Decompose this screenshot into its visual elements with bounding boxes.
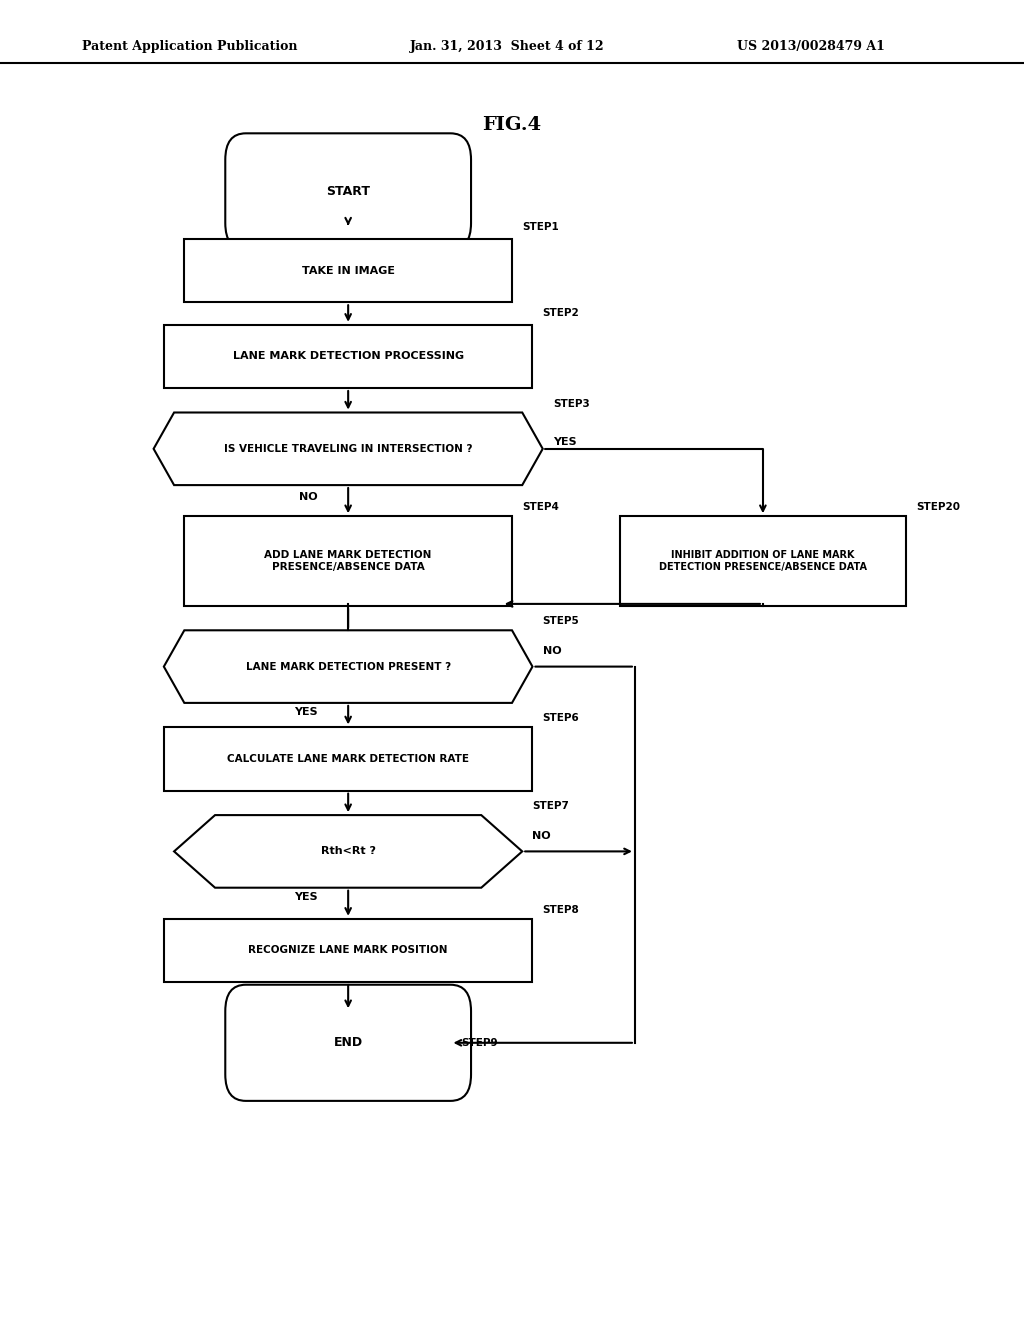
Text: LANE MARK DETECTION PRESENT ?: LANE MARK DETECTION PRESENT ?: [246, 661, 451, 672]
Polygon shape: [154, 412, 543, 484]
Text: STEP1: STEP1: [522, 222, 559, 232]
FancyBboxPatch shape: [184, 239, 512, 302]
Text: NO: NO: [543, 645, 561, 656]
Text: END: END: [334, 1036, 362, 1049]
Text: STEP8: STEP8: [543, 904, 580, 915]
Text: LANE MARK DETECTION PROCESSING: LANE MARK DETECTION PROCESSING: [232, 351, 464, 362]
Text: Patent Application Publication: Patent Application Publication: [82, 40, 297, 53]
Text: NO: NO: [299, 491, 317, 502]
Polygon shape: [174, 814, 522, 888]
Polygon shape: [164, 631, 532, 704]
Text: START: START: [327, 185, 370, 198]
Text: CALCULATE LANE MARK DETECTION RATE: CALCULATE LANE MARK DETECTION RATE: [227, 754, 469, 764]
Text: YES: YES: [294, 892, 317, 902]
FancyBboxPatch shape: [225, 985, 471, 1101]
Text: STEP6: STEP6: [543, 713, 580, 723]
Text: STEP2: STEP2: [543, 308, 580, 318]
FancyBboxPatch shape: [184, 516, 512, 606]
FancyBboxPatch shape: [620, 516, 906, 606]
FancyBboxPatch shape: [225, 133, 471, 249]
Text: STEP3: STEP3: [553, 399, 590, 409]
Text: STEP5: STEP5: [543, 616, 580, 627]
Text: Jan. 31, 2013  Sheet 4 of 12: Jan. 31, 2013 Sheet 4 of 12: [410, 40, 604, 53]
Text: US 2013/0028479 A1: US 2013/0028479 A1: [737, 40, 885, 53]
Text: FIG.4: FIG.4: [482, 116, 542, 135]
Text: STEP4: STEP4: [522, 502, 559, 512]
Text: INHIBIT ADDITION OF LANE MARK
DETECTION PRESENCE/ABSENCE DATA: INHIBIT ADDITION OF LANE MARK DETECTION …: [658, 550, 867, 572]
Text: Rth<Rt ?: Rth<Rt ?: [321, 846, 376, 857]
Text: NO: NO: [532, 830, 551, 841]
Text: RECOGNIZE LANE MARK POSITION: RECOGNIZE LANE MARK POSITION: [249, 945, 447, 956]
Text: TAKE IN IMAGE: TAKE IN IMAGE: [302, 265, 394, 276]
Text: STEP7: STEP7: [532, 801, 569, 810]
FancyBboxPatch shape: [164, 727, 532, 791]
Text: ADD LANE MARK DETECTION
PRESENCE/ABSENCE DATA: ADD LANE MARK DETECTION PRESENCE/ABSENCE…: [264, 550, 432, 572]
FancyBboxPatch shape: [164, 919, 532, 982]
Text: STEP9: STEP9: [461, 1038, 498, 1048]
Text: STEP20: STEP20: [916, 502, 961, 512]
FancyBboxPatch shape: [164, 325, 532, 388]
Text: IS VEHICLE TRAVELING IN INTERSECTION ?: IS VEHICLE TRAVELING IN INTERSECTION ?: [224, 444, 472, 454]
Text: YES: YES: [294, 708, 317, 717]
Text: YES: YES: [553, 437, 577, 447]
